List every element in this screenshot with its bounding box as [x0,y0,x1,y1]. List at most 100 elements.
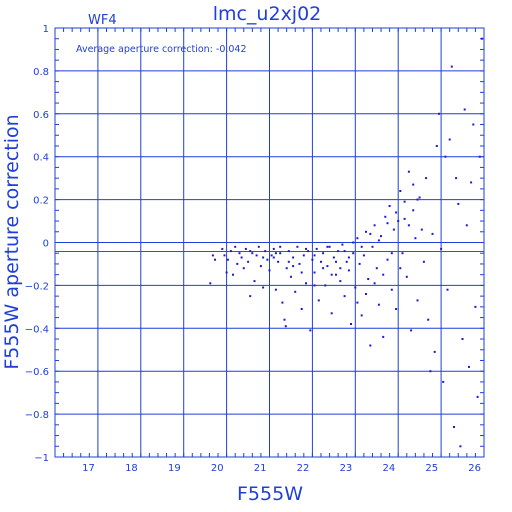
data-point [358,262,361,265]
data-point [382,273,385,276]
data-point [305,282,307,285]
data-point [382,335,385,338]
data-point [362,254,365,257]
data-point [281,301,284,304]
data-point [284,325,287,328]
data-point [427,318,430,321]
data-point [448,138,451,141]
data-point [373,224,376,227]
data-point [429,370,432,373]
data-point [459,445,462,448]
data-point [465,224,468,227]
data-point [392,228,395,231]
data-point [311,258,314,261]
data-point [422,260,425,263]
data-point [356,301,359,304]
data-point [403,200,406,203]
data-point [262,256,265,259]
data-point [234,245,237,248]
x-tick-label: 23 [340,463,353,474]
x-tick-label: 18 [125,463,138,474]
y-tick-label: 0 [43,239,49,250]
data-point [322,267,325,270]
data-point [339,280,342,283]
data-point [371,245,374,248]
data-point [326,265,329,268]
data-point [474,305,477,308]
y-axis-title: F555W aperture correction [1,114,23,369]
data-point [446,288,449,291]
data-point [412,183,415,186]
data-point [326,245,329,248]
data-point [377,303,380,306]
data-point [343,250,346,253]
data-point [476,395,479,398]
data-point [292,256,295,259]
data-point [328,245,331,248]
data-point [457,202,460,205]
data-point [274,252,277,255]
data-point [416,198,419,201]
data-point [343,295,346,298]
data-point [407,224,410,227]
data-point [337,250,340,253]
data-point [309,329,312,332]
data-point [420,228,423,231]
data-point [468,365,470,368]
data-point [410,329,413,332]
data-point [395,308,398,310]
data-point [307,250,310,253]
data-point [274,288,277,291]
data-point [440,247,443,250]
x-tick-label: 21 [254,463,267,474]
data-point [377,239,380,242]
data-point [478,155,481,158]
data-point [296,245,299,248]
y-tick-label: 1 [43,24,49,35]
data-point [226,258,229,261]
x-tick-label: 24 [382,463,395,474]
data-point [403,217,406,220]
data-point [435,145,438,147]
x-axis-title: F555W [237,483,303,505]
chart-annotation: Average aperture correction: -0.042 [76,44,247,55]
data-point [244,247,247,250]
data-point [264,250,267,253]
data-point [229,250,232,253]
data-point [375,267,378,270]
data-point [442,380,445,383]
data-point [320,260,322,263]
data-point [390,288,393,291]
data-point [238,252,241,255]
data-point [302,254,305,257]
grid [54,27,485,458]
data-point [266,258,269,261]
data-point [285,267,288,270]
data-point [386,222,389,225]
data-point [283,318,286,321]
y-tick-label: −1 [34,453,49,464]
data-point [373,282,376,285]
data-point [279,245,282,248]
data-point [255,254,258,257]
data-point [279,252,282,255]
data-point [455,177,458,180]
data-point [322,252,325,255]
data-point [463,108,466,111]
data-point [277,260,280,263]
data-point [313,271,316,274]
y-tick-label: 0.2 [33,196,49,207]
x-tick-label: 20 [211,463,224,474]
data-point [444,155,447,158]
data-point [431,232,434,235]
data-point [214,258,216,261]
tick-labels: 17 18 19 20 21 22 23 24 25 26 −1 −0.8 −0.6 −0.4 −0.2 0 0… [25,24,481,474]
data-point [416,299,419,302]
data-point [418,196,421,199]
data-point [305,247,307,250]
data-point [290,275,292,278]
data-point [287,250,290,253]
data-point [360,314,363,317]
data-point [397,220,400,222]
data-point [347,269,350,272]
